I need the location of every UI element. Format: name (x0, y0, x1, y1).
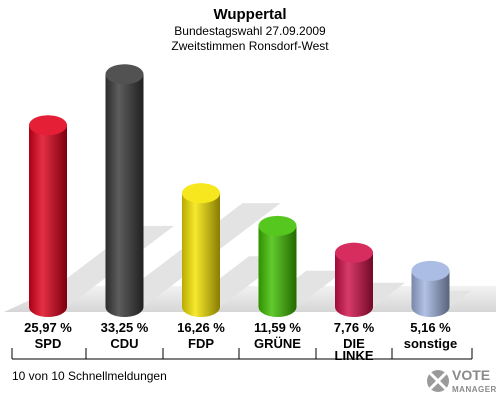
bar-body-fdp (182, 193, 220, 317)
bar-body-cdu (105, 74, 144, 317)
chart-title: Wuppertal (213, 6, 286, 23)
value-label-gruene: 11,59 % (254, 320, 301, 335)
category-label-cdu: CDU (110, 336, 138, 351)
vote-manager-logo-icon (427, 370, 449, 392)
bar-body-die-linke (335, 252, 373, 317)
value-label-spd: 25,97 % (24, 320, 72, 335)
value-label-die-linke: 7,76 % (334, 320, 375, 335)
footer-status: 10 von 10 Schnellmeldungen (12, 369, 167, 383)
x-axis (11, 348, 473, 360)
bar-die-linke (335, 242, 373, 317)
bar-spd (29, 115, 67, 318)
bar-cdu (105, 64, 144, 317)
chart-subtitle-line-2: Zweitstimmen Ronsdorf-West (171, 39, 329, 53)
bar-body-sonstige (411, 270, 450, 317)
chart-subtitle-line-1: Bundestagswahl 27.09.2009 (174, 24, 326, 38)
bar-top-cdu (105, 64, 144, 85)
bar-top-sonstige (411, 260, 450, 281)
value-label-fdp: 16,26 % (177, 320, 225, 335)
category-label-die-linke-line-1: DIE (343, 336, 365, 351)
bars (29, 64, 450, 318)
bar-top-spd (29, 115, 67, 136)
logo-text-vote: VOTE (452, 367, 490, 383)
vote-manager-logo: VOTE MANAGER (427, 367, 497, 394)
bar-top-gruene (258, 215, 297, 236)
category-label-sonstige: sonstige (404, 336, 457, 351)
category-label-spd: SPD (35, 336, 62, 351)
bar-body-spd (29, 125, 67, 318)
value-labels: 25,97 % 33,25 % 16,26 % 11,59 % 7,76 % 5,16 % (24, 320, 451, 335)
bar-gruene (258, 215, 297, 317)
bar-top-fdp (182, 183, 220, 204)
bar-fdp (182, 183, 220, 317)
category-label-gruene: GRÜNE (254, 336, 301, 351)
bar-top-die-linke (335, 242, 373, 263)
category-label-fdp: FDP (188, 336, 214, 351)
logo-text-manager: MANAGER (452, 385, 497, 394)
bar-sonstige (411, 260, 450, 317)
value-label-sonstige: 5,16 % (410, 320, 451, 335)
value-label-cdu: 33,25 % (101, 320, 149, 335)
bar-body-gruene (258, 225, 297, 317)
category-label-die-linke-line-2: LINKE (335, 348, 374, 363)
